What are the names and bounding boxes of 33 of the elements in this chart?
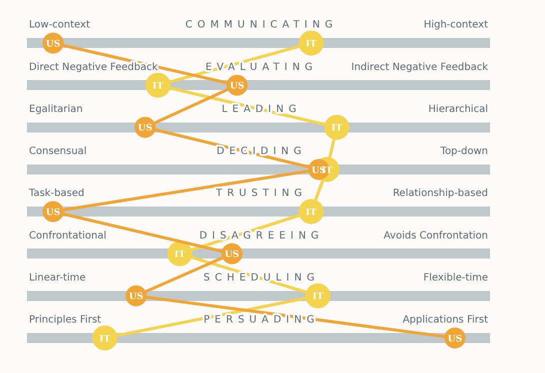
text: US xyxy=(46,208,60,218)
annotation: Hierarchical xyxy=(428,104,488,115)
text: US xyxy=(224,250,240,260)
text: IT xyxy=(306,39,317,50)
text: IT xyxy=(331,124,342,134)
annotation: Low-context xyxy=(29,20,90,31)
text: IT xyxy=(99,334,110,344)
annotation: Applications First xyxy=(402,314,488,326)
annotation: Linear-time xyxy=(29,272,86,284)
text: IT xyxy=(174,250,186,260)
annotation: Avoids Confrontation xyxy=(384,230,488,242)
annotation: Confrontational xyxy=(29,230,106,242)
annotation: Consensual xyxy=(29,146,87,158)
text: US xyxy=(128,292,144,302)
annotation: Principles First xyxy=(29,314,102,326)
y-tick-label: PERSUADING xyxy=(204,314,320,326)
text: US xyxy=(138,124,152,134)
series-label: IT xyxy=(152,82,164,92)
annotation: Flexible-time xyxy=(423,272,488,284)
annotation: Direct Negative Feedback xyxy=(29,62,158,73)
y-tick-label: TRUSTING xyxy=(214,188,308,200)
text: US xyxy=(448,334,462,344)
text: IT xyxy=(312,292,324,302)
annotation: Relationship-based xyxy=(392,188,488,200)
annotation: Task-based xyxy=(28,188,84,200)
text: IT xyxy=(306,208,317,218)
text: US xyxy=(230,82,244,92)
annotation: Egalitarian xyxy=(29,104,83,115)
text: US xyxy=(46,39,60,50)
annotation: High-context xyxy=(424,20,488,31)
annotation: Top-down xyxy=(440,146,488,158)
annotation: Indirect Negative Feedback xyxy=(351,62,488,73)
y-tick-label: COMMUNICATING xyxy=(185,20,338,31)
